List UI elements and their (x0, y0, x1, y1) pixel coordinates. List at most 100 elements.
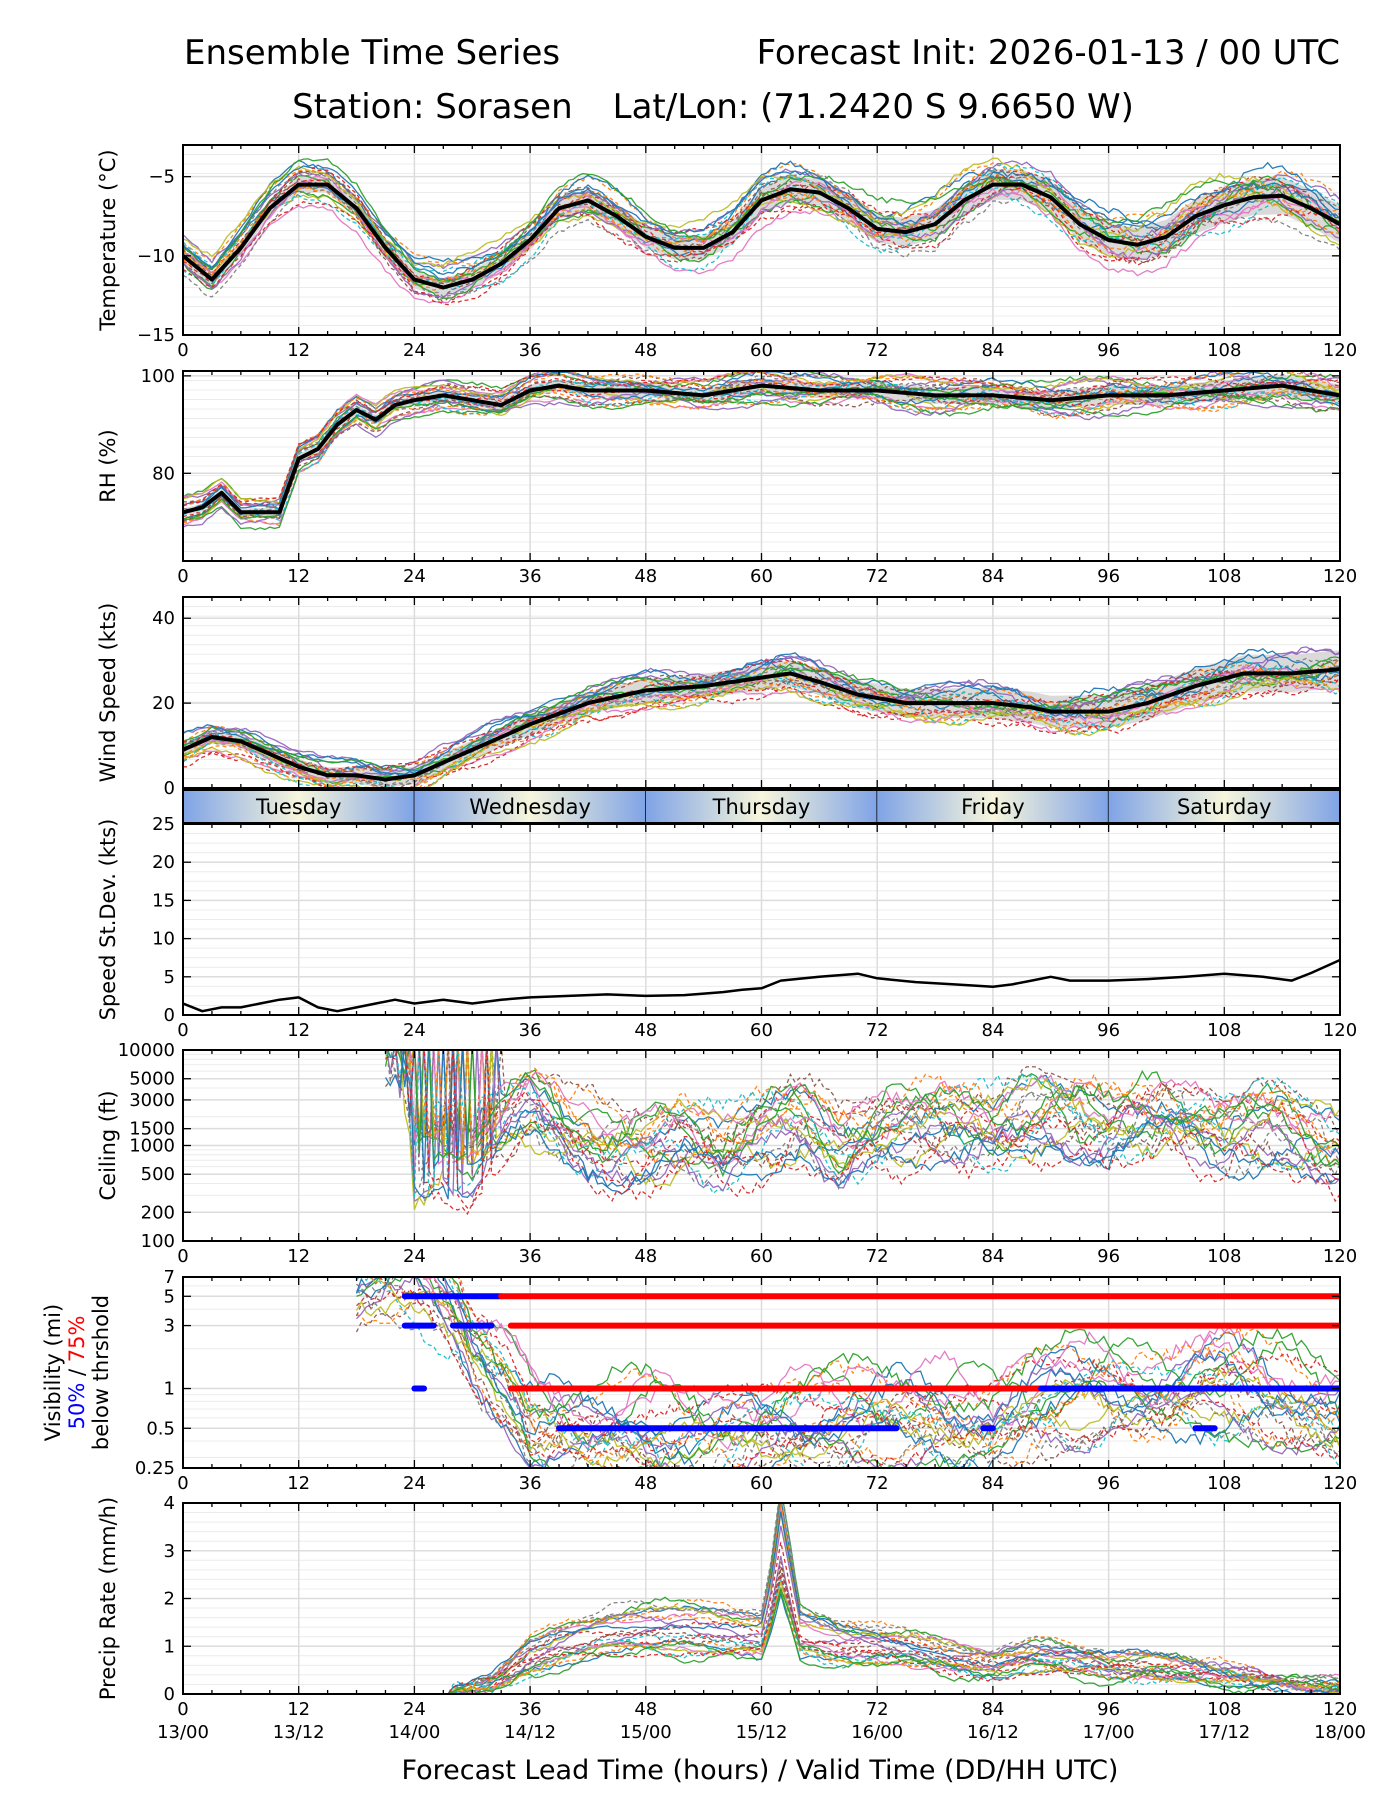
xticks-ceiling (182, 1050, 1341, 1241)
ensemble-member-line (183, 674, 1340, 788)
xticks-speed_stdev (182, 824, 1341, 1015)
x-tick-label: 108 (1207, 1246, 1241, 1267)
yticks-visibility (183, 1276, 1340, 1469)
y-tick-label: −15 (137, 325, 175, 346)
panel-temperature: 0 12 24 36 48 60 72 84 96 108 120 −5 −10 −15 Temperatu… (96, 144, 1357, 361)
x-tick-label: 12 (287, 1699, 310, 1720)
pct-sep: / (65, 1362, 89, 1382)
ensemble-member-line (183, 186, 1340, 306)
ensemble-member-line (414, 1503, 1340, 1694)
panel-rh: 0 12 24 36 48 60 72 84 96 108 120 100 80 RH (%) (96, 366, 1357, 587)
ensemble-member-line (183, 371, 1340, 507)
mean-line-speed_stdev (183, 958, 1340, 1013)
y-axis-label: Temperature (°C) (96, 149, 120, 331)
x-tick-label: 96 (1097, 1020, 1120, 1041)
ensemble-member-line (405, 1050, 1340, 1165)
x-tick-label: 120 (1323, 1473, 1357, 1494)
plot-area-temperature (183, 157, 1340, 306)
x-tick-label: 108 (1207, 1020, 1241, 1041)
y-tick-label: 100 (141, 366, 175, 387)
x-tick-label: 24 (403, 1699, 426, 1720)
x-tick-label: 36 (519, 1246, 542, 1267)
ensemble-member-line (414, 1586, 1340, 1694)
xticks-temperature (182, 145, 1341, 335)
mean-line-rh (183, 383, 1340, 515)
x-tick-label: 84 (981, 1246, 1004, 1267)
ensemble-member-line (183, 659, 1340, 771)
ensemble-member-line (183, 164, 1340, 275)
ensemble-member-line (183, 668, 1340, 776)
ensemble-member-line (414, 1050, 1340, 1182)
valid-time-label: 18/00 (1314, 1722, 1366, 1743)
ensemble-member-line (183, 677, 1340, 788)
ensemble-member-line (401, 1050, 1340, 1149)
x-tick-label: 24 (403, 1020, 426, 1041)
plot-area-precip (414, 1503, 1340, 1694)
x-tick-label: 0 (177, 1473, 188, 1494)
x-tick-label: 60 (750, 566, 773, 587)
y-tick-label: 0.5 (146, 1418, 175, 1439)
ensemble-member-line (183, 187, 1340, 304)
ensemble-member-line (414, 1581, 1340, 1694)
ensemble-member-line (183, 387, 1340, 524)
figure-title-right: Forecast Init: 2026-01-13 / 00 UTC (757, 33, 1340, 73)
y-tick-label: 4 (164, 1493, 175, 1514)
yticks-rh (183, 375, 1340, 474)
y-tick-label: 2 (164, 1589, 175, 1610)
x-tick-label: 48 (634, 1246, 657, 1267)
ensemble-member-line (459, 1277, 1340, 1440)
x-tick-label: 108 (1207, 340, 1241, 361)
x-tick-label: 24 (403, 1246, 426, 1267)
y-tick-label: 200 (141, 1202, 175, 1223)
ensemble-member-line (385, 1050, 1340, 1196)
y-tick-label: 1 (164, 1636, 175, 1657)
ylabel-temperature: Temperature (°C) (96, 149, 120, 331)
x-tick-label: 48 (634, 1020, 657, 1041)
mean-line-wind (183, 667, 1340, 782)
ylabel-ceiling: Ceiling (ft) (96, 1090, 120, 1200)
ensemble-member-line (183, 657, 1340, 787)
x-tick-label: 36 (519, 1699, 542, 1720)
mean-line-temperature (183, 182, 1340, 290)
x-tick-label: 12 (287, 1020, 310, 1041)
xticks-rh (182, 371, 1341, 561)
ensemble-member-line (384, 1050, 1340, 1198)
y-tick-label: 3000 (129, 1090, 175, 1111)
y-axis-label: Visibility (mi) (41, 1304, 65, 1441)
ensemble-member-line (385, 1050, 1340, 1198)
y-tick-label: 20 (152, 852, 175, 873)
ensemble-member-line (405, 1050, 1340, 1159)
ensemble-member-line (418, 1050, 1340, 1216)
x-tick-label: 36 (519, 566, 542, 587)
ylabel-visibility: Visibility (mi) 50% / 75% below thrshold (41, 1295, 113, 1450)
day-cell (414, 790, 646, 823)
x-axis-label: Forecast Lead Time (hours) / Valid Time … (402, 1755, 1119, 1786)
ensemble-member-line (183, 648, 1340, 775)
y-tick-label: 1000 (129, 1136, 175, 1157)
day-label: Friday (961, 795, 1025, 819)
y-tick-label: 100 (141, 1231, 175, 1252)
x-tick-label: 48 (634, 340, 657, 361)
x-tick-label: 96 (1097, 1699, 1120, 1720)
yticks-wind (183, 617, 1340, 789)
ensemble-member-line (356, 1288, 1340, 1468)
x-tick-label: 0 (177, 1020, 188, 1041)
x-tick-label: 84 (981, 566, 1004, 587)
grid-ceiling (183, 1049, 1340, 1242)
y-tick-label: 0.25 (135, 1458, 175, 1479)
x-tick-label: 0 (177, 340, 188, 361)
ensemble-member-line (355, 1302, 1340, 1468)
y-tick-label: 5 (164, 1286, 175, 1307)
valid-time-label: 15/00 (620, 1722, 672, 1743)
day-label: Tuesday (255, 795, 341, 819)
x-tick-label: 108 (1207, 566, 1241, 587)
ensemble-member-line (384, 1050, 1340, 1202)
ensemble-member-line (183, 164, 1340, 274)
x-tick-label: 60 (750, 1020, 773, 1041)
ensemble-member-line (183, 167, 1340, 281)
y-tick-label: 1500 (129, 1119, 175, 1140)
valid-time-label: 17/12 (1198, 1722, 1250, 1743)
x-tick-label: 24 (403, 340, 426, 361)
station-name: Station: Sorasen (292, 87, 573, 127)
